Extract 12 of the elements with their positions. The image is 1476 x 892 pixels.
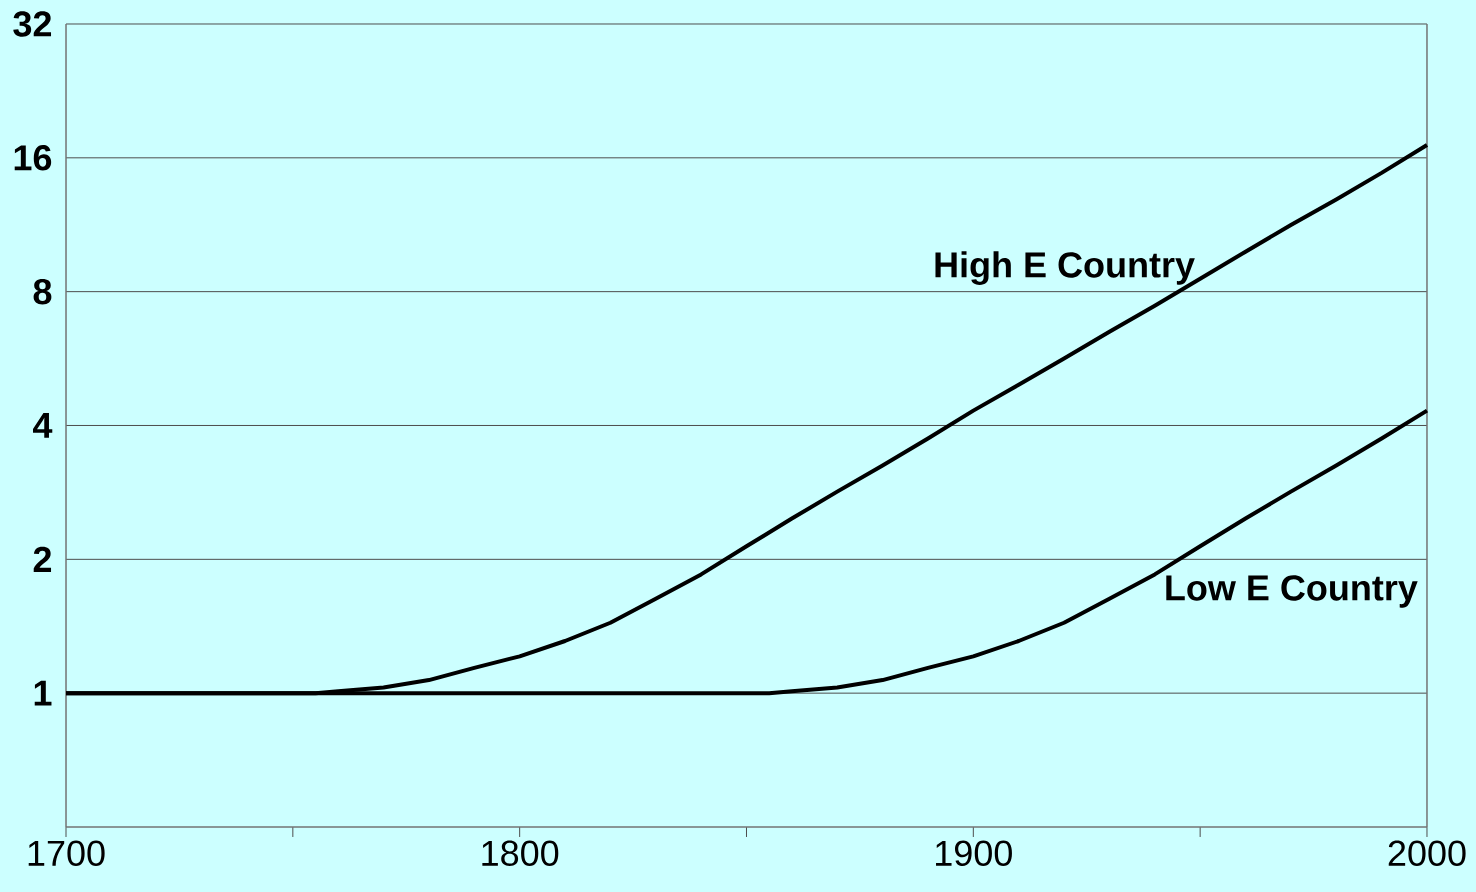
y-tick-label: 1 — [34, 680, 52, 706]
series-label: Low E Country — [1166, 575, 1418, 608]
x-tick-label: 1900 — [936, 840, 1012, 866]
x-tick-label: 1700 — [28, 840, 105, 866]
y-tick-label: 4 — [33, 413, 53, 438]
x-tick-label: 2000 — [1388, 840, 1466, 866]
x-tick-label: 1800 — [482, 840, 559, 866]
y-tick-label: 8 — [33, 278, 52, 305]
y-tick-label: 16 — [14, 145, 52, 171]
y-tick-label: 32 — [13, 11, 52, 37]
y-tick-label: 2 — [33, 546, 52, 572]
series-label: High E Country — [935, 251, 1195, 285]
